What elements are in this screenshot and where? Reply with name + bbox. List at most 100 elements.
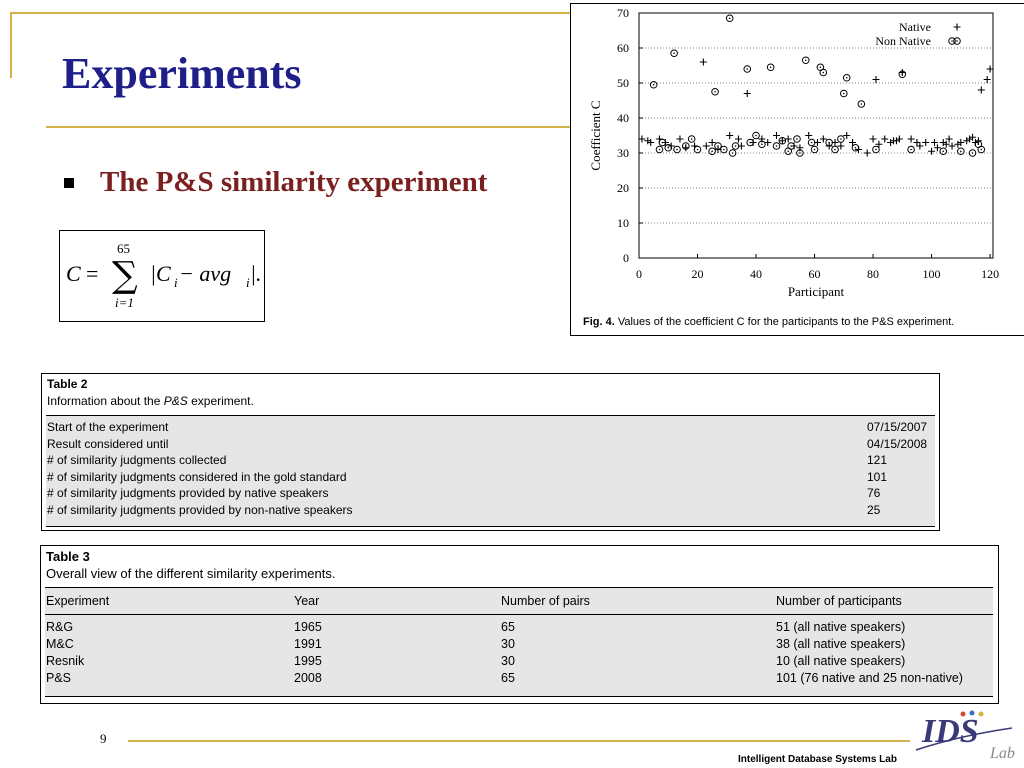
non-native-point <box>825 138 833 147</box>
non-native-point <box>687 135 696 143</box>
table-cell: Resnik <box>46 654 85 668</box>
formula-body-sub: i <box>174 275 178 290</box>
non-native-point <box>810 145 819 154</box>
formula-sum-upper: 65 <box>117 241 130 256</box>
non-native-point <box>758 140 766 149</box>
native-point <box>734 135 742 143</box>
circle-marker-dot <box>842 92 845 95</box>
logo-small-text: Lab <box>989 745 1015 762</box>
column-header: Experiment <box>46 594 110 608</box>
circle-marker-ring <box>837 135 845 143</box>
native-point <box>819 135 827 143</box>
circle-marker-ring <box>664 143 673 152</box>
non-native-point <box>851 143 860 152</box>
table-2-shading <box>46 415 935 527</box>
legend-plus-icon <box>953 23 961 31</box>
non-native-point <box>673 145 681 154</box>
native-point <box>869 135 877 143</box>
circle-marker-dot <box>840 138 842 140</box>
formula-lhs: C <box>66 261 81 286</box>
native-point <box>948 142 956 150</box>
native-point <box>966 135 974 143</box>
formula-minus-avg: − avg <box>179 261 231 286</box>
circle-marker-ring <box>968 149 977 157</box>
table-row-label: # of similarity judgments provided by na… <box>47 486 329 500</box>
circle-marker-dot <box>799 152 801 154</box>
formula-sum-lower: i=1 <box>115 295 134 310</box>
circle-marker-dot <box>652 83 655 86</box>
circle-marker-ring <box>819 68 828 77</box>
x-tick-label: 120 <box>981 267 999 281</box>
y-tick-label: 70 <box>617 6 629 20</box>
native-point <box>983 76 991 83</box>
native-point <box>638 135 646 143</box>
circle-marker-ring <box>842 73 851 82</box>
circle-marker-ring <box>778 136 787 145</box>
circle-marker-dot <box>749 141 751 144</box>
y-tick-label: 10 <box>617 216 629 230</box>
non-native-point <box>711 87 719 96</box>
table-row: R&G 1965 65 51 (all native speakers) <box>46 619 991 636</box>
native-point <box>939 139 947 146</box>
sigma-icon: ∑ <box>112 255 138 296</box>
circle-marker-dot <box>717 145 719 147</box>
table-2-subtitle-post: experiment. <box>187 394 254 408</box>
non-native-point <box>778 136 787 145</box>
circle-marker-dot <box>951 40 953 42</box>
circle-marker-ring <box>851 143 860 152</box>
circle-marker-ring <box>708 147 716 156</box>
non-native-point <box>731 142 740 150</box>
table-2: Table 2 Information about the P&S experi… <box>41 373 940 531</box>
circle-marker-ring <box>839 89 848 98</box>
table-row: M&C 1991 30 38 (all native speakers) <box>46 636 991 653</box>
bullet-square-icon <box>64 178 74 188</box>
x-tick-label: 0 <box>636 267 642 281</box>
circle-marker-dot <box>796 138 798 140</box>
non-native-point <box>649 80 658 89</box>
circle-marker-dot <box>690 138 693 140</box>
non-native-point <box>766 63 775 72</box>
non-native-point <box>655 145 664 154</box>
non-native-point <box>728 149 737 157</box>
logo-star-dot <box>969 710 975 716</box>
native-point <box>863 149 871 157</box>
plot-frame <box>638 12 994 259</box>
non-native-point <box>708 147 716 156</box>
circle-marker-dot <box>845 76 848 79</box>
table-3-bottom-rule <box>45 696 993 697</box>
table-3-top-rule <box>45 587 993 588</box>
native-point <box>933 144 941 152</box>
native-point <box>913 139 921 146</box>
circle-marker-dot <box>676 148 678 151</box>
circle-marker-dot <box>711 150 713 153</box>
column-header: Number of pairs <box>501 594 590 608</box>
table-cell: 1965 <box>294 620 322 634</box>
circle-marker-ring <box>693 145 702 154</box>
table-cell: 65 <box>501 671 515 685</box>
y-tick-label: 50 <box>617 76 629 90</box>
native-point <box>805 132 813 139</box>
y-tick-label: 20 <box>617 181 629 195</box>
table-row: # of similarity judgments considered in … <box>47 469 932 486</box>
circle-marker-dot <box>980 148 983 151</box>
table-row: # of similarity judgments collected 121 <box>47 452 932 469</box>
non-native-point <box>746 138 754 147</box>
formula-end: |. <box>250 261 262 286</box>
non-native-point <box>819 68 828 77</box>
non-native-point <box>801 56 810 65</box>
table-row-value: 07/15/2007 <box>867 420 928 434</box>
non-native-point <box>857 100 866 108</box>
circle-marker-dot <box>696 148 699 151</box>
bullet-text: The P&S similarity experiment <box>100 166 488 198</box>
table-3: Table 3 Overall view of the different si… <box>40 545 999 704</box>
circle-marker-dot <box>942 150 945 153</box>
circle-marker-ring <box>825 138 833 147</box>
circle-marker-dot <box>910 148 912 151</box>
circle-marker-ring <box>898 70 907 79</box>
table-row-value: 101 <box>867 469 888 484</box>
table-cell: 101 (76 native and 25 non-native) <box>776 671 963 685</box>
table-2-subtitle-pre: Information about the <box>47 394 164 408</box>
column-header: Year <box>294 594 320 608</box>
native-point <box>916 142 924 150</box>
y-tick-label: 0 <box>623 251 629 265</box>
